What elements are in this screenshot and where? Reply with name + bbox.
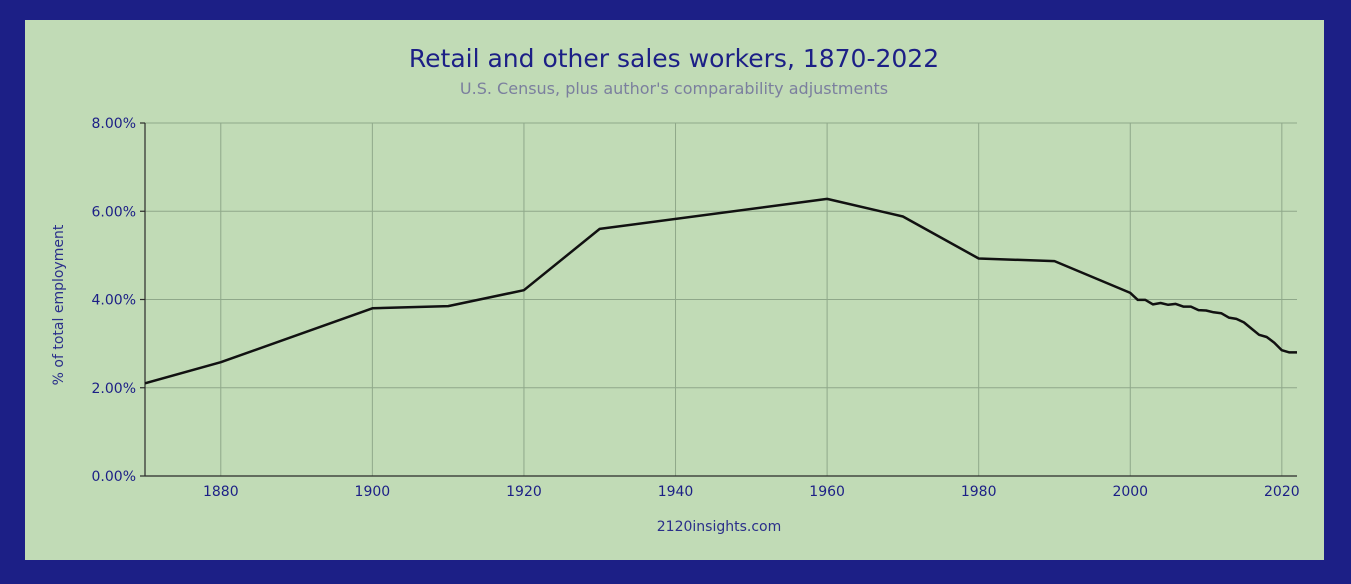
series bbox=[144, 197, 1297, 385]
x-tick-label: 1880 bbox=[203, 484, 239, 500]
y-tick-label: 8.00% bbox=[92, 116, 136, 132]
x-tick-label: 2000 bbox=[1112, 484, 1148, 500]
chart-panel: Retail and other sales workers, 1870-202… bbox=[25, 20, 1324, 560]
tick-labels: 0.00% 2.00% 4.00% 6.00% 8.00% 1880 1900 1920 194… bbox=[92, 116, 1300, 500]
y-axis-label: % of total employment bbox=[51, 224, 67, 385]
y-tick-label: 4.00% bbox=[92, 293, 136, 309]
gridlines bbox=[145, 122, 1297, 476]
x-tick-label: 1960 bbox=[809, 484, 845, 500]
x-tick-label: 1920 bbox=[506, 484, 542, 500]
x-tick-label: 1980 bbox=[961, 484, 997, 500]
x-tick-label: 1900 bbox=[355, 484, 391, 500]
y-tick-label: 0.00% bbox=[92, 469, 136, 485]
x-tick-label: 2020 bbox=[1264, 484, 1300, 500]
chart-subtitle: U.S. Census, plus author's comparability… bbox=[460, 79, 888, 98]
chart-title: Retail and other sales workers, 1870-202… bbox=[409, 44, 939, 73]
axes bbox=[140, 122, 1297, 477]
y-tick-label: 6.00% bbox=[92, 204, 136, 220]
series-line bbox=[144, 197, 1297, 385]
x-tick-label: 1940 bbox=[658, 484, 694, 500]
line-chart: Retail and other sales workers, 1870-202… bbox=[51, 44, 1300, 535]
y-tick-label: 2.00% bbox=[92, 381, 136, 397]
x-axis-label: 2120insights.com bbox=[657, 519, 781, 535]
